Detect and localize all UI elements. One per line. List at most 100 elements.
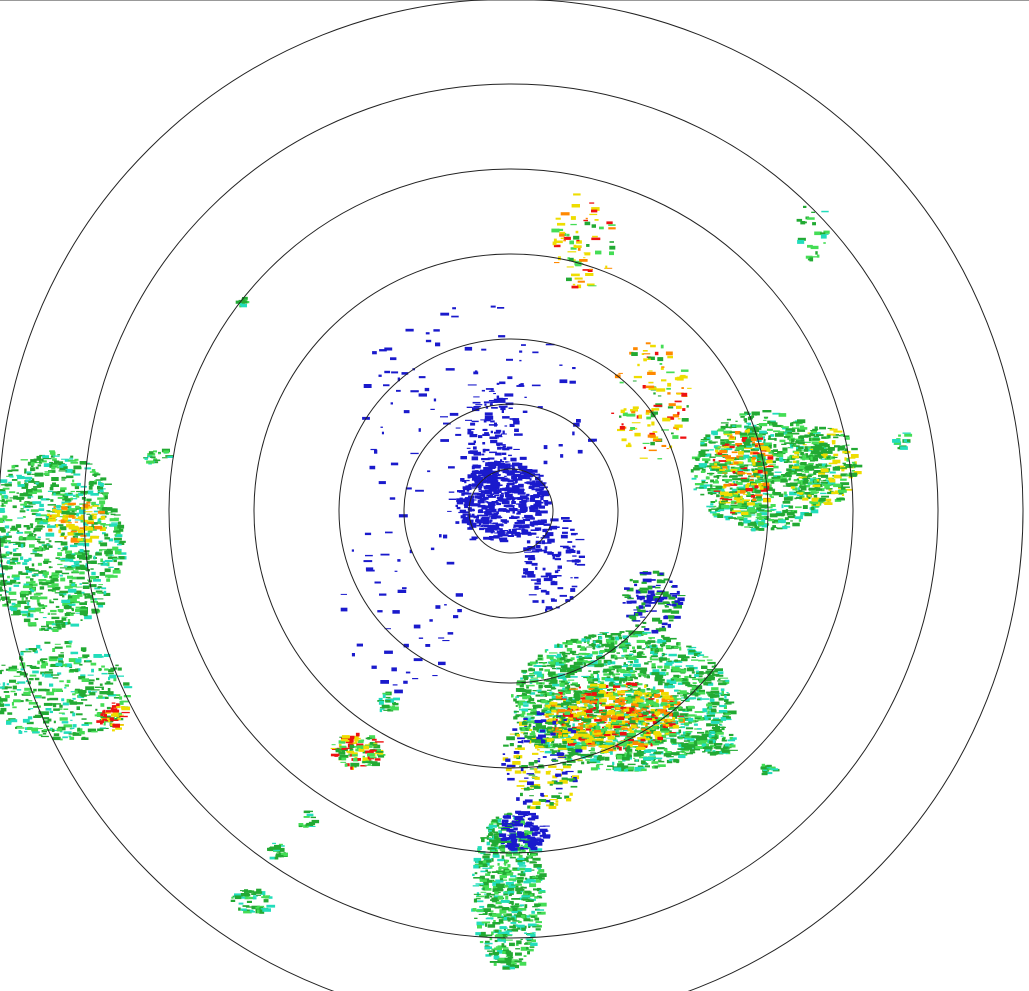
echo-pixel (94, 525, 103, 530)
echo-pixel (76, 490, 84, 493)
echo-pixel (488, 390, 495, 392)
echo-pixel (522, 524, 530, 529)
echo-pixel (651, 672, 660, 676)
echo-pixel (550, 743, 553, 747)
echo-pixel (758, 474, 764, 477)
echo-pixel (11, 557, 19, 561)
echo-pixel (490, 305, 496, 308)
echo-pixel (463, 492, 469, 495)
echo-pixel (571, 639, 577, 643)
echo-pixel (812, 484, 821, 488)
echo-pixel (570, 698, 577, 701)
echo-pixel (75, 668, 79, 673)
echo-pixel (725, 713, 731, 715)
echo-pixel (68, 640, 73, 643)
echo-pixel (85, 532, 91, 537)
echo-pixel (76, 612, 82, 614)
echo-pixel (0, 553, 10, 556)
southwest-core (96, 702, 131, 732)
echo-pixel (853, 471, 862, 475)
echo-pixel (69, 561, 78, 563)
echo-pixel (727, 457, 735, 459)
echo-pixel (633, 757, 636, 759)
echo-pixel (526, 481, 535, 484)
echo-pixel (759, 488, 768, 492)
echo-pixel (50, 579, 59, 582)
echo-pixel (0, 479, 8, 483)
echo-pixel (538, 685, 543, 689)
echo-pixel (777, 451, 786, 455)
echo-pixel (119, 714, 124, 716)
echo-pixel (516, 695, 524, 697)
echo-pixel (592, 640, 601, 643)
echo-pixel (544, 649, 547, 653)
echo-pixel (529, 732, 536, 736)
echo-pixel (66, 566, 73, 569)
echo-pixel (813, 472, 817, 475)
echo-pixel (47, 698, 50, 701)
echo-pixel (526, 686, 529, 689)
echo-pixel (2, 536, 7, 540)
echo-pixel (629, 664, 632, 666)
echo-pixel (680, 669, 687, 673)
echo-pixel (64, 492, 73, 496)
echo-pixel (27, 601, 30, 606)
echo-pixel (65, 468, 73, 473)
echo-pixel (569, 676, 578, 678)
echo-pixel (587, 685, 592, 689)
echo-pixel (770, 450, 775, 453)
echo-pixel (41, 582, 49, 586)
echo-pixel (567, 541, 573, 543)
echo-pixel (519, 472, 527, 475)
echo-pixel (32, 731, 40, 734)
echo-pixel (713, 717, 720, 719)
echo-pixel (65, 621, 68, 625)
echo-pixel (64, 684, 69, 687)
echo-pixel (13, 464, 19, 468)
echo-pixel (750, 482, 756, 485)
echo-pixel (710, 701, 720, 706)
echo-pixel (113, 697, 120, 699)
echo-pixel (98, 540, 103, 542)
echo-pixel (718, 723, 722, 725)
echo-pixel (659, 747, 667, 749)
echo-pixel (561, 666, 565, 668)
echo-pixel (533, 503, 541, 506)
echo-pixel (689, 749, 695, 752)
echo-pixel (459, 509, 467, 513)
echo-pixel (586, 678, 593, 682)
echo-pixel (766, 459, 773, 464)
echo-pixel (781, 477, 787, 480)
echo-pixel (120, 700, 130, 703)
echo-pixel (356, 643, 363, 647)
echo-pixel (440, 312, 450, 316)
echo-pixel (483, 485, 488, 488)
echo-pixel (585, 273, 594, 276)
echo-pixel (109, 523, 118, 527)
echo-pixel (75, 608, 81, 612)
echo-pixel (11, 469, 19, 472)
echo-pixel (37, 660, 40, 665)
echo-pixel (32, 587, 36, 590)
echo-pixel (743, 519, 752, 524)
echo-pixel (722, 443, 730, 446)
echo-pixel (79, 731, 85, 735)
echo-pixel (802, 441, 811, 443)
echo-pixel (661, 444, 667, 447)
echo-pixel (113, 560, 117, 563)
echo-pixel (554, 262, 560, 264)
echo-pixel (574, 562, 577, 566)
echo-pixel (757, 518, 761, 520)
echo-pixel (26, 536, 36, 541)
echo-pixel (103, 721, 106, 726)
echo-pixel (679, 713, 689, 717)
echo-pixel (80, 534, 87, 537)
echo-pixel (751, 458, 755, 463)
echo-pixel (630, 669, 634, 673)
echo-pixel (469, 538, 477, 541)
echo-pixel (472, 470, 475, 472)
echo-pixel (552, 241, 557, 246)
echo-pixel (37, 705, 41, 708)
echo-pixel (767, 428, 773, 431)
echo-pixel (633, 752, 642, 757)
